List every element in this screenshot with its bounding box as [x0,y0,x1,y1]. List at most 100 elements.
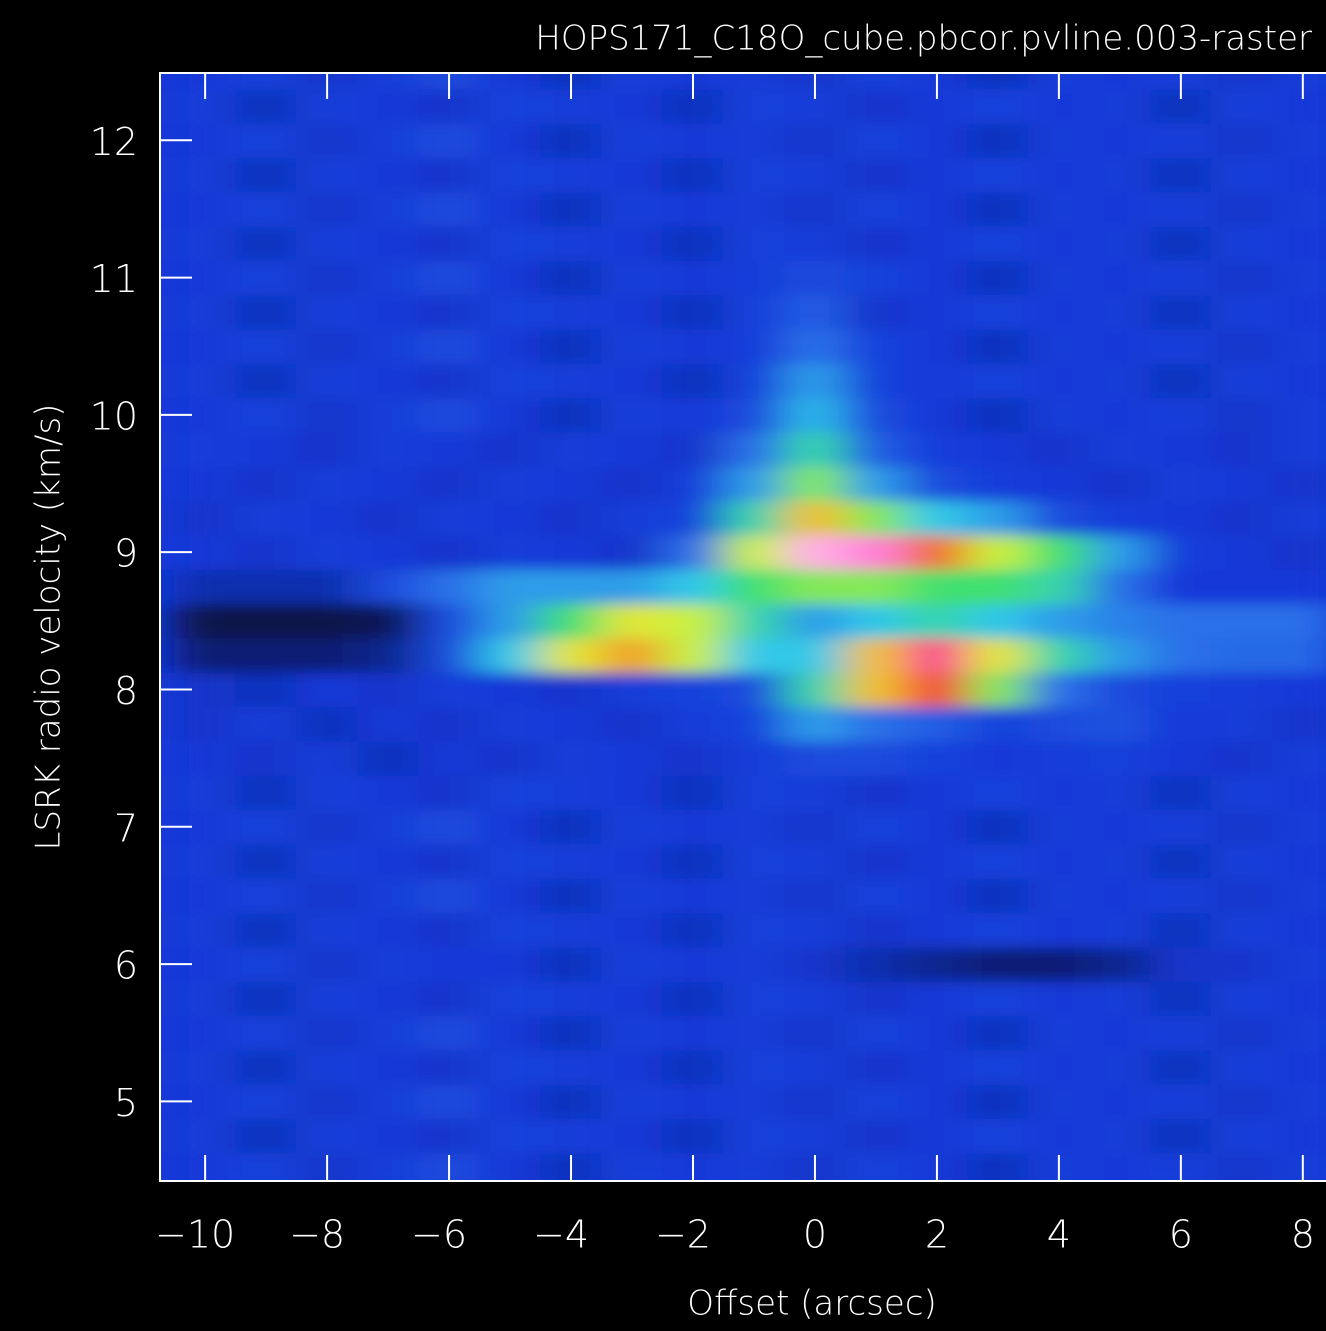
heatmap-cell [966,1049,1029,1085]
heatmap-cell [844,809,907,845]
heatmap-cell [844,156,907,193]
heatmap-cell [418,740,481,776]
heatmap-cell [1271,912,1326,948]
heatmap-cell [1088,534,1151,570]
heatmap-cell [662,740,724,776]
heatmap-cell [418,500,481,536]
heatmap-cell [1271,946,1326,982]
heatmap-cell [844,706,907,742]
heatmap-cell [844,294,907,330]
x-axis-label: Offset (arcsec) [687,1284,937,1324]
heatmap-cell [418,671,481,708]
heatmap-cell [479,122,542,158]
heatmap-cell [479,431,542,467]
heatmap-cell [357,740,420,776]
heatmap-cell [174,980,237,1017]
heatmap-cell [1088,1152,1151,1181]
heatmap-cell [357,946,420,982]
heatmap-cell [1210,294,1273,330]
heatmap-cell [1027,774,1090,811]
heatmap-cell [479,843,542,879]
heatmap-cell [357,1049,420,1085]
heatmap-cell [722,1083,785,1120]
heatmap-cell [966,73,1029,90]
heatmap-cell [418,912,481,948]
heatmap-cell [1271,706,1326,742]
heatmap-cell [601,465,664,502]
heatmap-cell [235,946,298,982]
heatmap-cell [783,568,846,605]
heatmap-cell [662,397,724,433]
heatmap-cell [1088,397,1151,433]
heatmap-cell [1027,156,1090,193]
heatmap-cell [296,740,359,776]
heatmap-cell [662,465,724,502]
heatmap-cell [783,1049,846,1085]
heatmap-cell [844,740,907,776]
heatmap-cell [174,912,237,948]
heatmap-cell [966,671,1029,708]
heatmap-cell [783,191,846,227]
heatmap-cell [235,568,298,605]
heatmap-cell [1027,122,1090,158]
heatmap-cell [905,877,968,914]
heatmap-cell [601,259,664,296]
heatmap-cell [296,534,359,570]
heatmap-cell [357,1015,420,1051]
heatmap-cell [662,362,724,399]
heatmap-cell [662,1118,724,1154]
heatmap-cell [235,191,298,227]
heatmap-cell [235,877,298,914]
heatmap-cell [905,568,968,605]
heatmap-cell [357,568,420,605]
heatmap-cell [479,980,542,1017]
heatmap-cell [1088,568,1151,605]
heatmap-cell [235,397,298,433]
heatmap-cell [296,980,359,1017]
heatmap-cell [966,706,1029,742]
heatmap-cell [966,912,1029,948]
heatmap-cell [1210,843,1273,879]
heatmap-cell [1088,362,1151,399]
heatmap-cell [966,1083,1029,1120]
heatmap-cell [174,637,237,673]
heatmap-cell [601,122,664,158]
heatmap-cell [479,259,542,296]
heatmap-cell [1027,740,1090,776]
heatmap-cell [1027,603,1090,639]
heatmap-cell [905,225,968,261]
heatmap-cell [540,259,603,296]
heatmap-cell [966,191,1029,227]
heatmap-cell [1088,671,1151,708]
heatmap-cell [722,912,785,948]
heatmap-cell [357,88,420,124]
heatmap-cell [418,843,481,879]
heatmap-cell [1210,225,1273,261]
heatmap-cell [1088,1118,1151,1154]
heatmap-cell [1149,397,1212,433]
x-tick-label: −6 [411,1213,467,1257]
chart-title: HOPS171_C18O_cube.pbcor.pvline.003-raste… [535,19,1312,59]
heatmap-cell [844,568,907,605]
heatmap-cell [1210,1049,1273,1085]
heatmap-cell [1271,877,1326,914]
heatmap-cell [662,1049,724,1085]
heatmap-cell [357,259,420,296]
heatmap-cell [1149,500,1212,536]
heatmap-cell [966,1118,1029,1154]
heatmap-cell [844,1015,907,1051]
heatmap-cell [722,980,785,1017]
heatmap-cell [1027,637,1090,673]
heatmap-cell [905,362,968,399]
heatmap-cell [296,465,359,502]
heatmap-cell [174,1049,237,1085]
heatmap-cell [1149,431,1212,467]
heatmap-cell [905,980,968,1017]
heatmap-cell [1088,1015,1151,1051]
heatmap-cell [722,603,785,639]
x-tick-label: 4 [1047,1213,1071,1257]
y-tick-label: 10 [90,394,138,438]
heatmap-cell [1210,534,1273,570]
heatmap-cell [844,465,907,502]
heatmap-cell [479,500,542,536]
